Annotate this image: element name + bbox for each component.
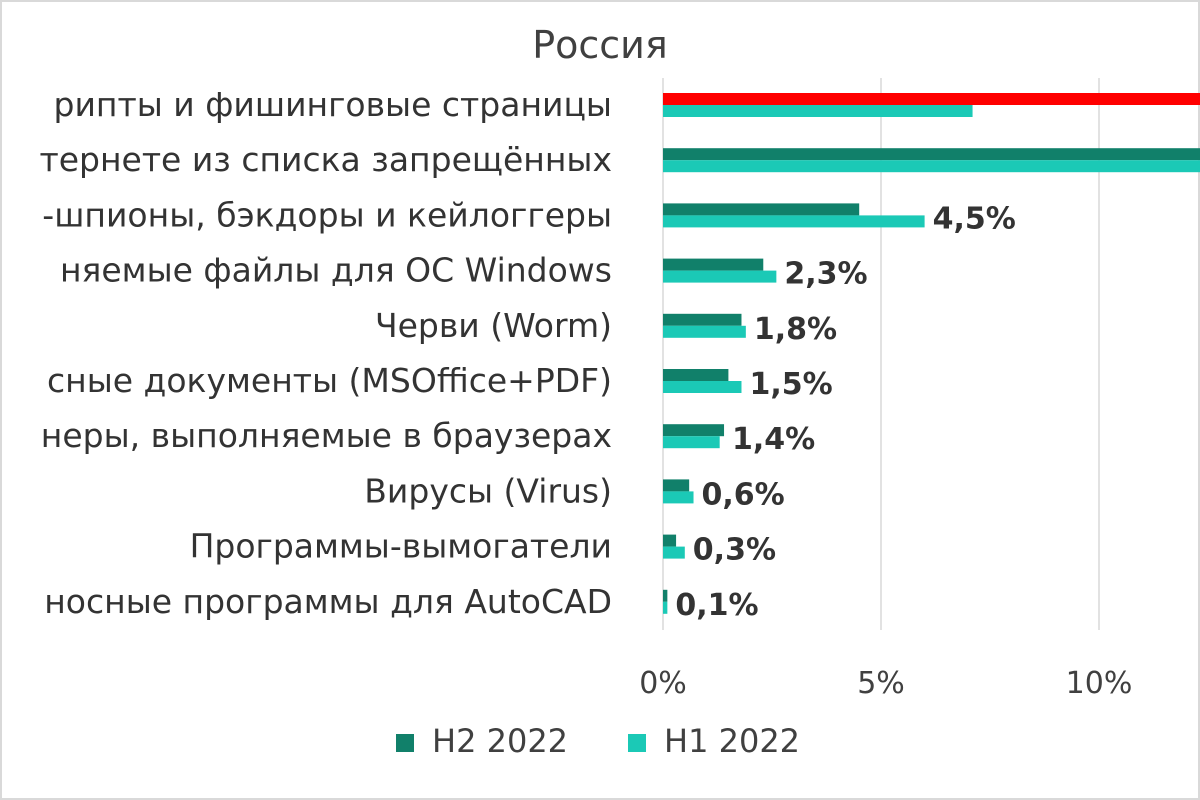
legend-swatch [628, 734, 646, 752]
category-label: Черви (Worm) [375, 306, 612, 345]
legend-label: H1 2022 [664, 722, 800, 760]
bar-h1-2022 [663, 105, 973, 117]
bar-h1-2022 [663, 546, 685, 559]
category-label: сные документы (MSOffice+PDF) [47, 361, 612, 400]
data-label: 1,5% [749, 367, 832, 402]
legend-swatch [396, 734, 414, 752]
data-label: 1,8% [754, 312, 837, 347]
x-tick-labels: 0% 5% 10% [639, 666, 1132, 701]
bar-h2-2022 [663, 424, 725, 437]
category-label: тернете из списка запрещённых [39, 140, 612, 179]
bar-h2-2022 [663, 148, 1200, 161]
bar-highlight [663, 93, 1200, 105]
chart-title: Россия [532, 23, 668, 67]
data-labels: 7,1%4,5%2,3%1,8%1,5%1,4%0,6%0,3%0,1% [675, 201, 1016, 623]
data-label: 4,5% [933, 201, 1016, 236]
bar-h2-2022 [663, 313, 742, 326]
category-label: Программы-вымогатели [190, 527, 612, 566]
bar-h1-2022 [663, 325, 746, 338]
bar-h2-2022 [663, 258, 764, 271]
x-tick-label: 0% [639, 666, 687, 701]
bar-h1-2022 [663, 491, 694, 504]
category-label: носные программы для AutoCAD [44, 582, 612, 621]
legend: H2 2022 H1 2022 [396, 722, 800, 760]
bar-h1-2022 [663, 215, 925, 228]
bar-h1-2022 [663, 160, 1200, 173]
bar-h2-2022 [663, 369, 729, 381]
category-label: рипты и фишинговые страницы [54, 85, 612, 124]
category-label: Вирусы (Virus) [364, 471, 612, 510]
bar-h2-2022 [663, 589, 668, 602]
data-label: 0,6% [702, 477, 785, 512]
bar-h1-2022 [663, 381, 742, 393]
bar-h2-2022 [663, 534, 677, 547]
bar-h2-2022 [663, 479, 690, 492]
x-tick-label: 5% [857, 666, 905, 701]
bars [663, 93, 1200, 614]
category-label: -шпионы, бэкдоры и кейлоггеры [42, 195, 612, 234]
x-tick-label: 10% [1066, 666, 1133, 701]
category-label: неры, выполняемые в браузерах [41, 416, 612, 455]
data-label: 0,3% [693, 533, 776, 568]
bar-h1-2022 [663, 436, 720, 449]
bar-h1-2022 [663, 601, 668, 614]
bar-h2-2022 [663, 203, 860, 216]
data-label: 2,3% [784, 257, 867, 292]
category-label: няемые файлы для ОС Windows [60, 251, 612, 290]
data-label: 1,4% [732, 422, 815, 457]
data-label: 0,1% [675, 588, 758, 623]
bar-h1-2022 [663, 270, 777, 283]
category-labels: рипты и фишинговые страницы тернете из сп… [39, 85, 612, 621]
legend-label: H2 2022 [432, 722, 568, 760]
